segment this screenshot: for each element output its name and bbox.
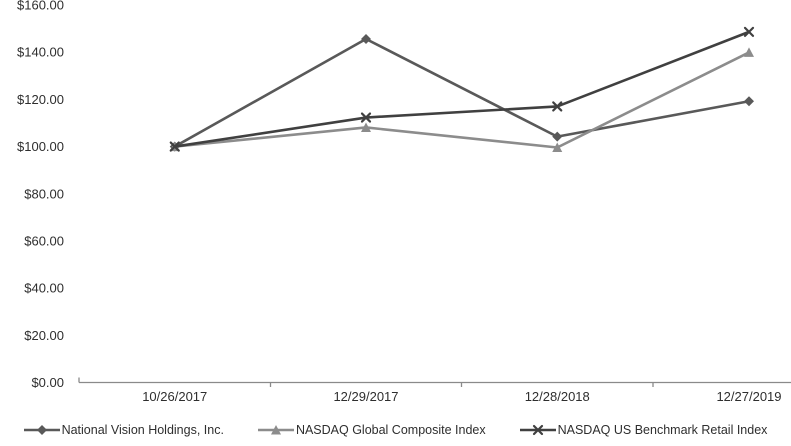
series-x-marker: [360, 112, 372, 123]
x-axis-tick-label: 12/29/2017: [333, 389, 398, 404]
legend-label: NASDAQ Global Composite Index: [295, 423, 486, 437]
series-x-marker: [743, 26, 755, 37]
series-diamond-marker: [361, 33, 371, 44]
legend-item: NASDAQ US Benchmark Retail Index: [519, 423, 768, 437]
series-triangle-marker: [744, 47, 754, 57]
legend-item: NASDAQ Global Composite Index: [257, 423, 486, 437]
series-diamond-marker: [36, 425, 47, 435]
x-axis-tick-label: 12/28/2018: [525, 389, 590, 404]
series-x-marker: [532, 424, 543, 436]
y-axis-tick-label: $0.00: [31, 375, 64, 390]
y-axis-tick-label: $20.00: [24, 328, 64, 343]
y-axis-tick-label: $80.00: [24, 186, 64, 201]
legend-label: National Vision Holdings, Inc.: [61, 423, 224, 437]
legend-triangle-icon: [257, 425, 294, 435]
y-axis-tick-label: $60.00: [24, 233, 64, 248]
legend-x-icon: [519, 424, 556, 436]
series-triangle-marker: [361, 122, 371, 132]
series-line-2: [173, 30, 751, 148]
series-x-marker: [552, 101, 563, 112]
y-axis-tick-label: $120.00: [17, 92, 64, 107]
y-axis-tick-label: $100.00: [17, 139, 64, 154]
y-axis-tick-label: $40.00: [24, 281, 64, 296]
series-triangle-marker: [552, 142, 563, 153]
series-diamond-marker: [744, 96, 754, 107]
x-axis-tick-label: 12/27/2019: [716, 389, 781, 404]
chart-legend: National Vision Holdings, Inc. NASDAQ Glo…: [0, 423, 791, 437]
y-axis-tick-label: $160.00: [17, 0, 64, 13]
x-axis-tick-label: 10/26/2017: [142, 389, 207, 404]
series-line-0: [173, 37, 751, 148]
y-axis-tick-label: $140.00: [17, 45, 64, 60]
series-line-1: [173, 51, 751, 149]
series-diamond-marker: [552, 131, 563, 142]
legend-label: NASDAQ US Benchmark Retail Index: [557, 423, 768, 437]
series-triangle-marker: [270, 425, 281, 435]
legend-diamond-icon: [23, 425, 60, 435]
series-x-marker: [169, 141, 180, 152]
legend-item: National Vision Holdings, Inc.: [23, 423, 224, 437]
